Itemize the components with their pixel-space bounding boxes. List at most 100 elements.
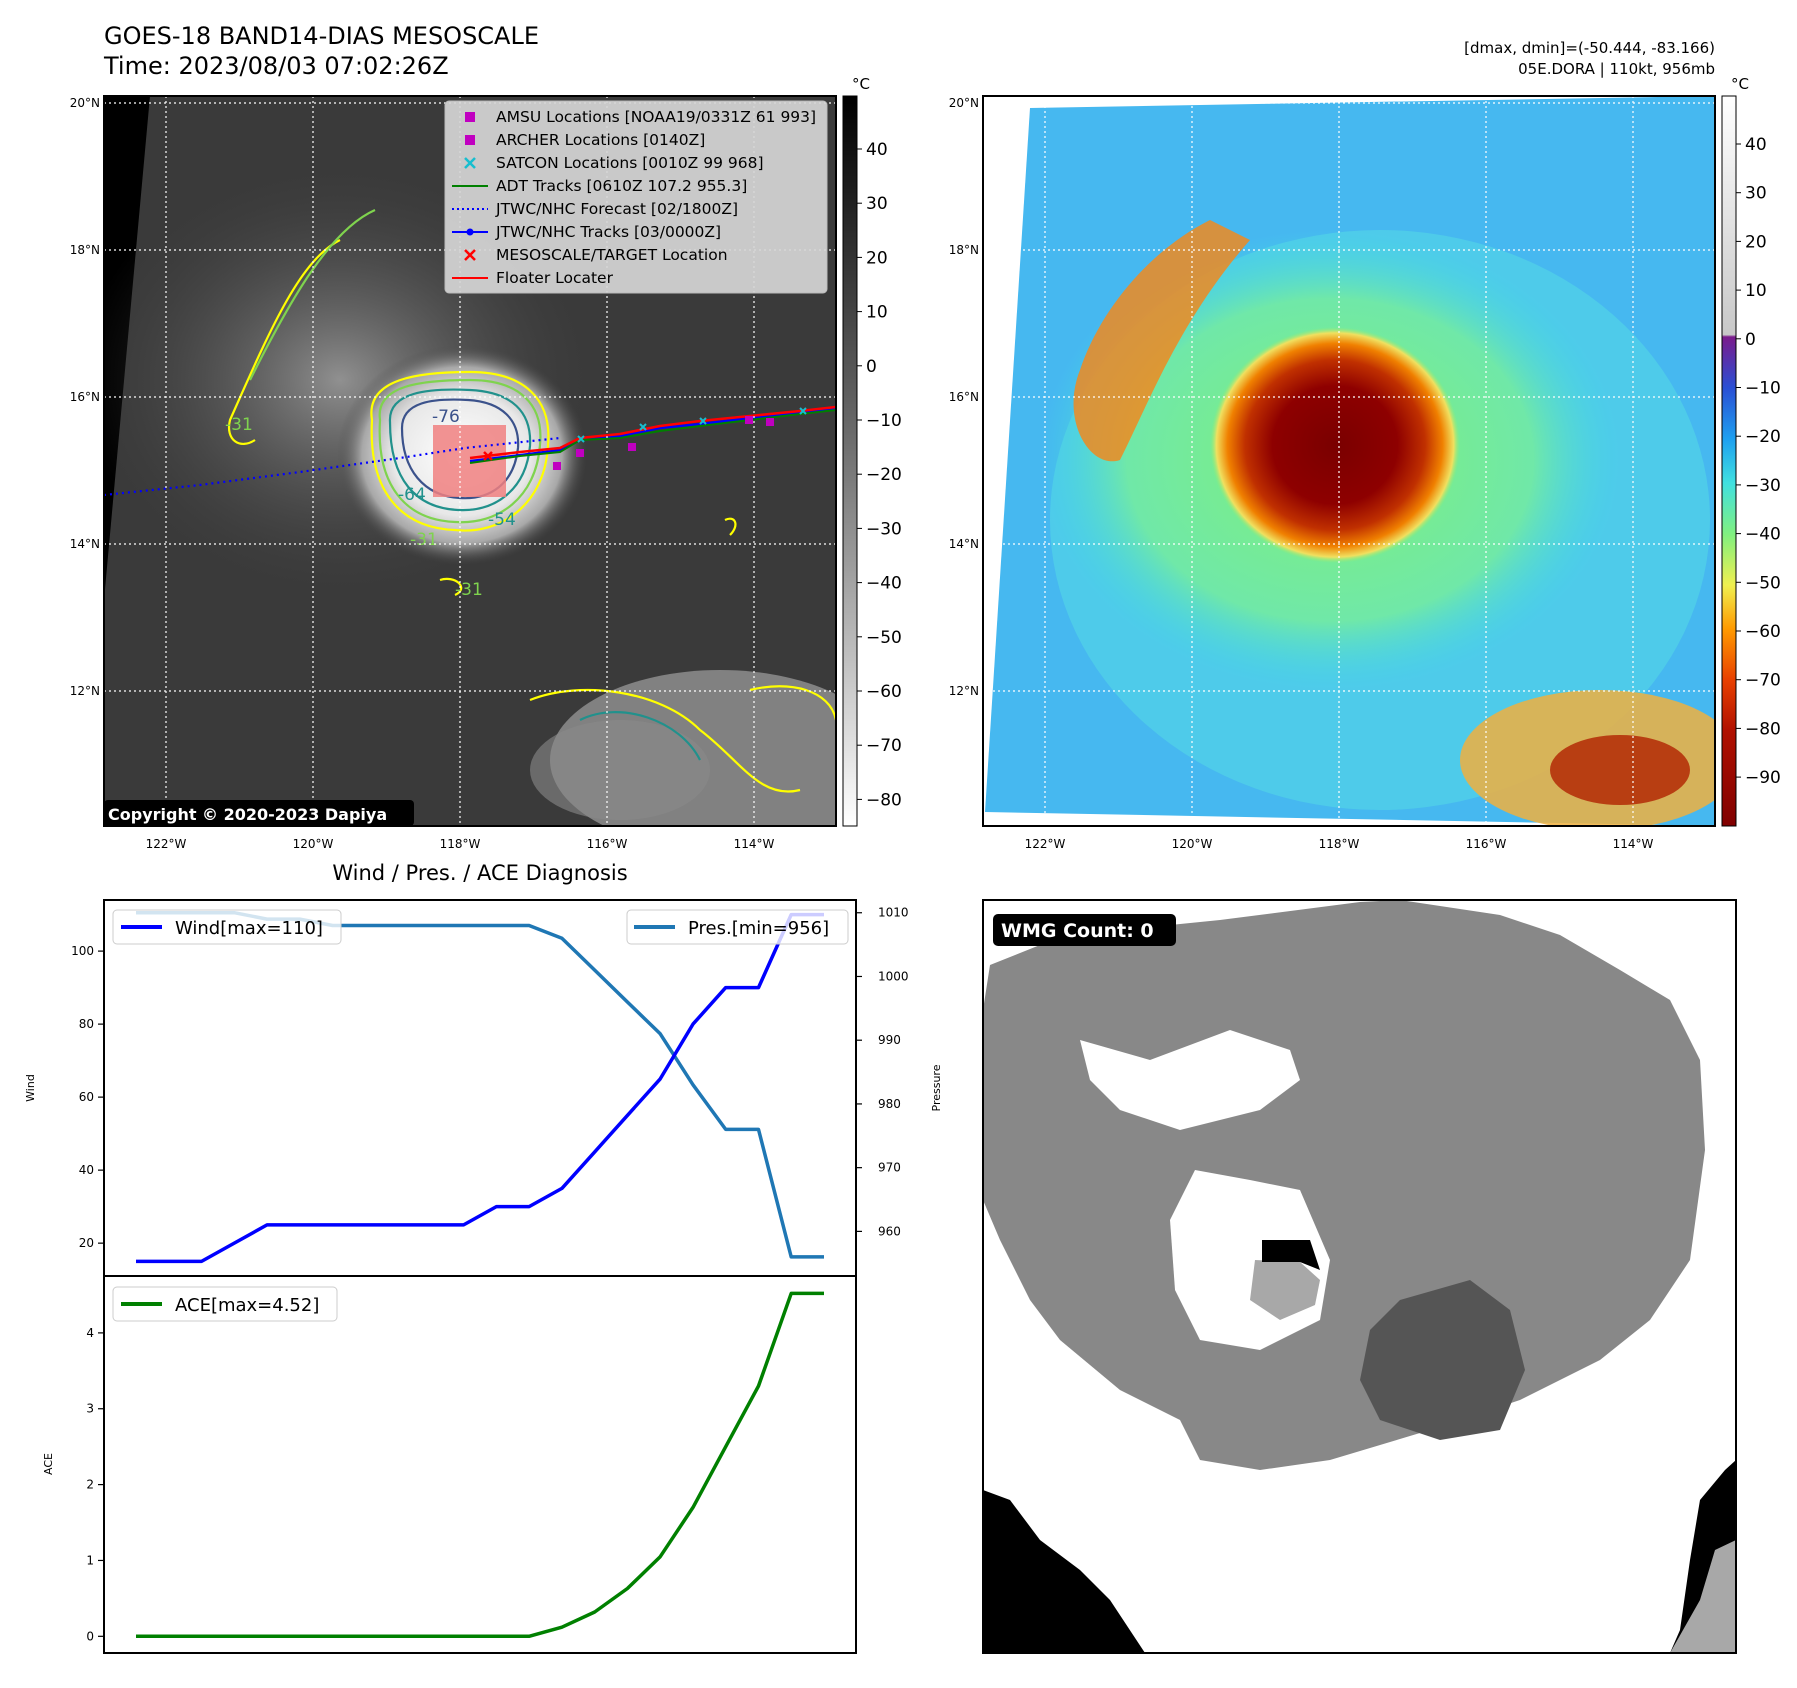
wmg-eye-black <box>1262 1240 1320 1270</box>
colorbar-tick-label: 30 <box>1745 184 1767 204</box>
pressure-line <box>136 910 824 1259</box>
lon-tick-label: 114°W <box>1613 837 1654 851</box>
colorbar-tick-label: −40 <box>866 574 902 594</box>
colormap-gridlines <box>983 96 1715 826</box>
archer-marker <box>576 449 584 457</box>
colorbar-tick-label: −70 <box>866 736 902 756</box>
lat-tick-label: 16°N <box>949 390 979 404</box>
diagnosis-title: Wind / Pres. / ACE Diagnosis <box>332 861 627 885</box>
contour-label: -64 <box>398 485 426 505</box>
ace-frame <box>103 1275 857 1654</box>
wmg-dark-region <box>1360 1280 1525 1440</box>
ace-line <box>136 1291 824 1639</box>
ir-legend: AMSU Locations [NOAA19/0331Z 61 993] ARCH… <box>444 100 828 294</box>
lon-tick-label: 122°W <box>146 837 187 851</box>
dmax-dmin-readout: [dmax, dmin]=(-50.444, -83.166) <box>1464 39 1715 57</box>
wmg-badge <box>993 914 1176 946</box>
legend-label: SATCON Locations [0010Z 99 968] <box>496 154 764 172</box>
y-tick-label: 960 <box>878 1224 901 1238</box>
colorbar-tick-label: −20 <box>866 465 902 485</box>
wind-legend-label: Wind[max=110] <box>175 918 323 939</box>
archer-marker <box>553 462 561 470</box>
wind-line <box>136 912 824 1264</box>
colorbar-tick-label: −90 <box>1745 768 1781 788</box>
ace-axes: 0 1 2 3 4 <box>86 1326 104 1643</box>
wmg-eye <box>1250 1260 1320 1320</box>
adt-track <box>469 409 836 464</box>
amsu-marker <box>628 443 636 451</box>
storm-info: 05E.DORA | 110kt, 956mb <box>1518 60 1715 78</box>
y-tick-label: 3 <box>86 1402 94 1416</box>
legend-marker <box>465 112 475 122</box>
wind-plot-area <box>136 910 824 1264</box>
ir-south-convection-2 <box>530 720 710 820</box>
colormap-outer-band <box>1073 220 1250 462</box>
y-tick-label: 80 <box>79 1017 94 1031</box>
mesoscale-target-marker <box>483 451 493 461</box>
lat-tick-label: 18°N <box>70 243 100 257</box>
colorbar-tick-label: −10 <box>1745 379 1781 399</box>
legend-label: Floater Locater <box>496 269 614 287</box>
y-tick-label: 4 <box>86 1326 94 1340</box>
y-tick-label: 970 <box>878 1161 901 1175</box>
ir-frame <box>103 95 837 827</box>
colormap-colorbar <box>1721 95 1737 827</box>
lat-tick-label: 20°N <box>949 96 979 110</box>
legend-marker-dot <box>466 228 474 236</box>
colorbar-tick-label: 30 <box>866 194 888 214</box>
wind-pressure-chart: Wind / Pres. / ACE Diagnosis 20 40 60 80 100… <box>24 861 943 1277</box>
colorbar-tick-label: −60 <box>866 682 902 702</box>
ir-map-panel: -76 -64 -54 -31 -31 -31 <box>103 75 902 827</box>
legend-label: ARCHER Locations [0140Z] <box>496 131 705 149</box>
lat-tick-label: 14°N <box>70 537 100 551</box>
y-tick-label: 60 <box>79 1090 94 1104</box>
lon-tick-label: 118°W <box>440 837 481 851</box>
copyright-badge <box>104 800 414 826</box>
legend-marker <box>464 157 476 169</box>
map-tick-labels: 122°W 122°W 120°W 120°W 118°W 118°W 116°W 116°W… <box>70 96 1654 851</box>
y-tick-label: 990 <box>878 1033 901 1047</box>
colorbar-tick-label: −30 <box>866 519 902 539</box>
pressure-legend-box <box>626 909 849 945</box>
lon-tick-label: 116°W <box>587 837 628 851</box>
y-tick-label: 20 <box>79 1236 94 1250</box>
jtwc-best-track <box>469 406 836 463</box>
lat-tick-label: 18°N <box>949 243 979 257</box>
figure-title: GOES-18 BAND14-DIAS MESOSCALE <box>104 22 539 50</box>
legend-marker <box>465 135 475 145</box>
lat-tick-label: 12°N <box>949 684 979 698</box>
y-tick-label: 1010 <box>878 906 909 920</box>
colorbar-tick-label: −80 <box>866 790 902 810</box>
legend-label: JTWC/NHC Tracks [03/0000Z] <box>495 223 721 241</box>
legend-label: JTWC/NHC Forecast [02/1800Z] <box>495 200 738 218</box>
y-tick-label: 0 <box>86 1629 94 1643</box>
colorbar-tick-label: 40 <box>866 140 888 160</box>
colorbar-tick-label: 0 <box>1745 330 1756 350</box>
colorbar-tick-label: −40 <box>1745 525 1781 545</box>
ace-ylabel: ACE <box>42 1453 55 1475</box>
ace-legend-box <box>112 1286 338 1322</box>
colorbar-tick-label: 10 <box>866 303 888 323</box>
ir-colorbar <box>842 95 858 827</box>
colormap-eyewall <box>1210 327 1460 563</box>
ace-plot-area <box>136 1291 824 1639</box>
colorbar-tick-label: −60 <box>1745 622 1781 642</box>
wmg-gray-region <box>983 900 1705 1470</box>
wmg-black-sw <box>983 1490 1145 1653</box>
colorbar-tick-label: −70 <box>1745 671 1781 691</box>
colorbar-tick-label: −50 <box>1745 573 1781 593</box>
wind-frame <box>103 899 857 1277</box>
wind-axes: 20 40 60 80 100 960 970 980 990 1000 1010 <box>71 906 908 1250</box>
wmg-count-text: WMG Count: 0 <box>1001 920 1154 942</box>
colormap-frame <box>982 95 1716 827</box>
y-tick-label: 980 <box>878 1097 901 1111</box>
wmg-frame <box>982 899 1737 1654</box>
wind-legend-box <box>112 909 342 945</box>
copyright-text: Copyright © 2020-2023 Dapiya <box>108 805 387 824</box>
colorbar-tick-label: −30 <box>1745 476 1781 496</box>
lat-tick-label: 16°N <box>70 390 100 404</box>
y-tick-label: 100 <box>71 944 94 958</box>
legend-label: AMSU Locations [NOAA19/0331Z 61 993] <box>496 108 816 126</box>
lat-tick-label: 12°N <box>70 684 100 698</box>
